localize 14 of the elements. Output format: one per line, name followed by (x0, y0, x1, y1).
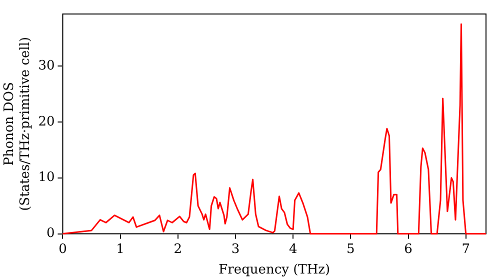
y-tick-label: 10 (38, 170, 55, 186)
y-axis-title: Phonon DOS (States/THz·primitive cell) (2, 36, 33, 211)
y-tick-label: 20 (38, 114, 55, 130)
y-tick-label: 30 (38, 58, 55, 74)
x-tick-label: 7 (462, 242, 470, 257)
x-tick-label: 2 (174, 242, 182, 257)
x-tick-label: 1 (116, 242, 124, 257)
y-tick-label: 0 (46, 226, 55, 242)
x-tick-label: 3 (231, 242, 240, 257)
x-tick-label: 0 (58, 242, 67, 257)
x-tick-label: 5 (346, 242, 355, 257)
x-tick-label: 6 (404, 242, 412, 257)
x-tick-label: 4 (288, 242, 298, 257)
x-axis-title: Frequency (THz) (218, 262, 330, 278)
